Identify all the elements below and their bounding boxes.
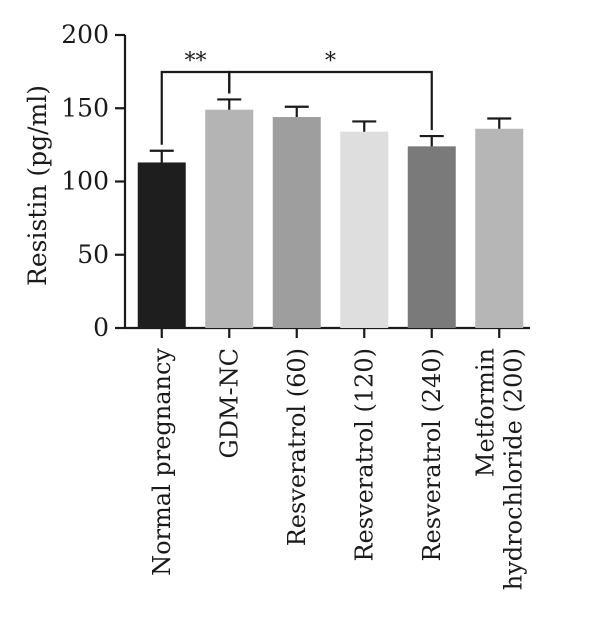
y-tick-label: 0 bbox=[93, 313, 109, 342]
category-label: Resveratrol (60) bbox=[283, 348, 311, 546]
y-tick-label: 100 bbox=[61, 167, 109, 196]
bar bbox=[340, 131, 389, 328]
bar bbox=[137, 162, 186, 328]
y-tick-label: 200 bbox=[61, 20, 109, 49]
labels-group: 0 50 100 150 200 Resistin (pg/ml) Normal pregn… bbox=[23, 20, 527, 590]
error-bar bbox=[352, 120, 377, 132]
error-bar bbox=[419, 134, 444, 147]
bars-group bbox=[137, 98, 524, 328]
significance-bracket bbox=[228, 70, 433, 131]
significance-brackets bbox=[160, 70, 433, 145]
category-label: GDM-NC bbox=[215, 348, 243, 458]
error-bar bbox=[217, 98, 242, 110]
error-bar bbox=[149, 149, 174, 163]
axes bbox=[115, 33, 530, 338]
significance-label: * bbox=[325, 49, 336, 74]
y-tick-label: 50 bbox=[77, 240, 109, 269]
bar bbox=[407, 146, 456, 328]
bar bbox=[475, 128, 524, 328]
error-bar bbox=[284, 105, 309, 118]
y-tick-label: 150 bbox=[61, 93, 109, 122]
category-label: hydrochloride (200) bbox=[499, 348, 527, 590]
category-label: Normal pregnancy bbox=[148, 348, 176, 576]
category-label: Metformin bbox=[471, 348, 499, 477]
bar bbox=[205, 109, 254, 328]
y-axis-title: Resistin (pg/ml) bbox=[23, 85, 52, 286]
bar bbox=[272, 117, 321, 328]
category-label: Resveratrol (120) bbox=[350, 348, 378, 562]
error-bar bbox=[487, 117, 512, 129]
category-label: Resveratrol (240) bbox=[418, 348, 446, 562]
significance-label: ** bbox=[185, 49, 207, 74]
